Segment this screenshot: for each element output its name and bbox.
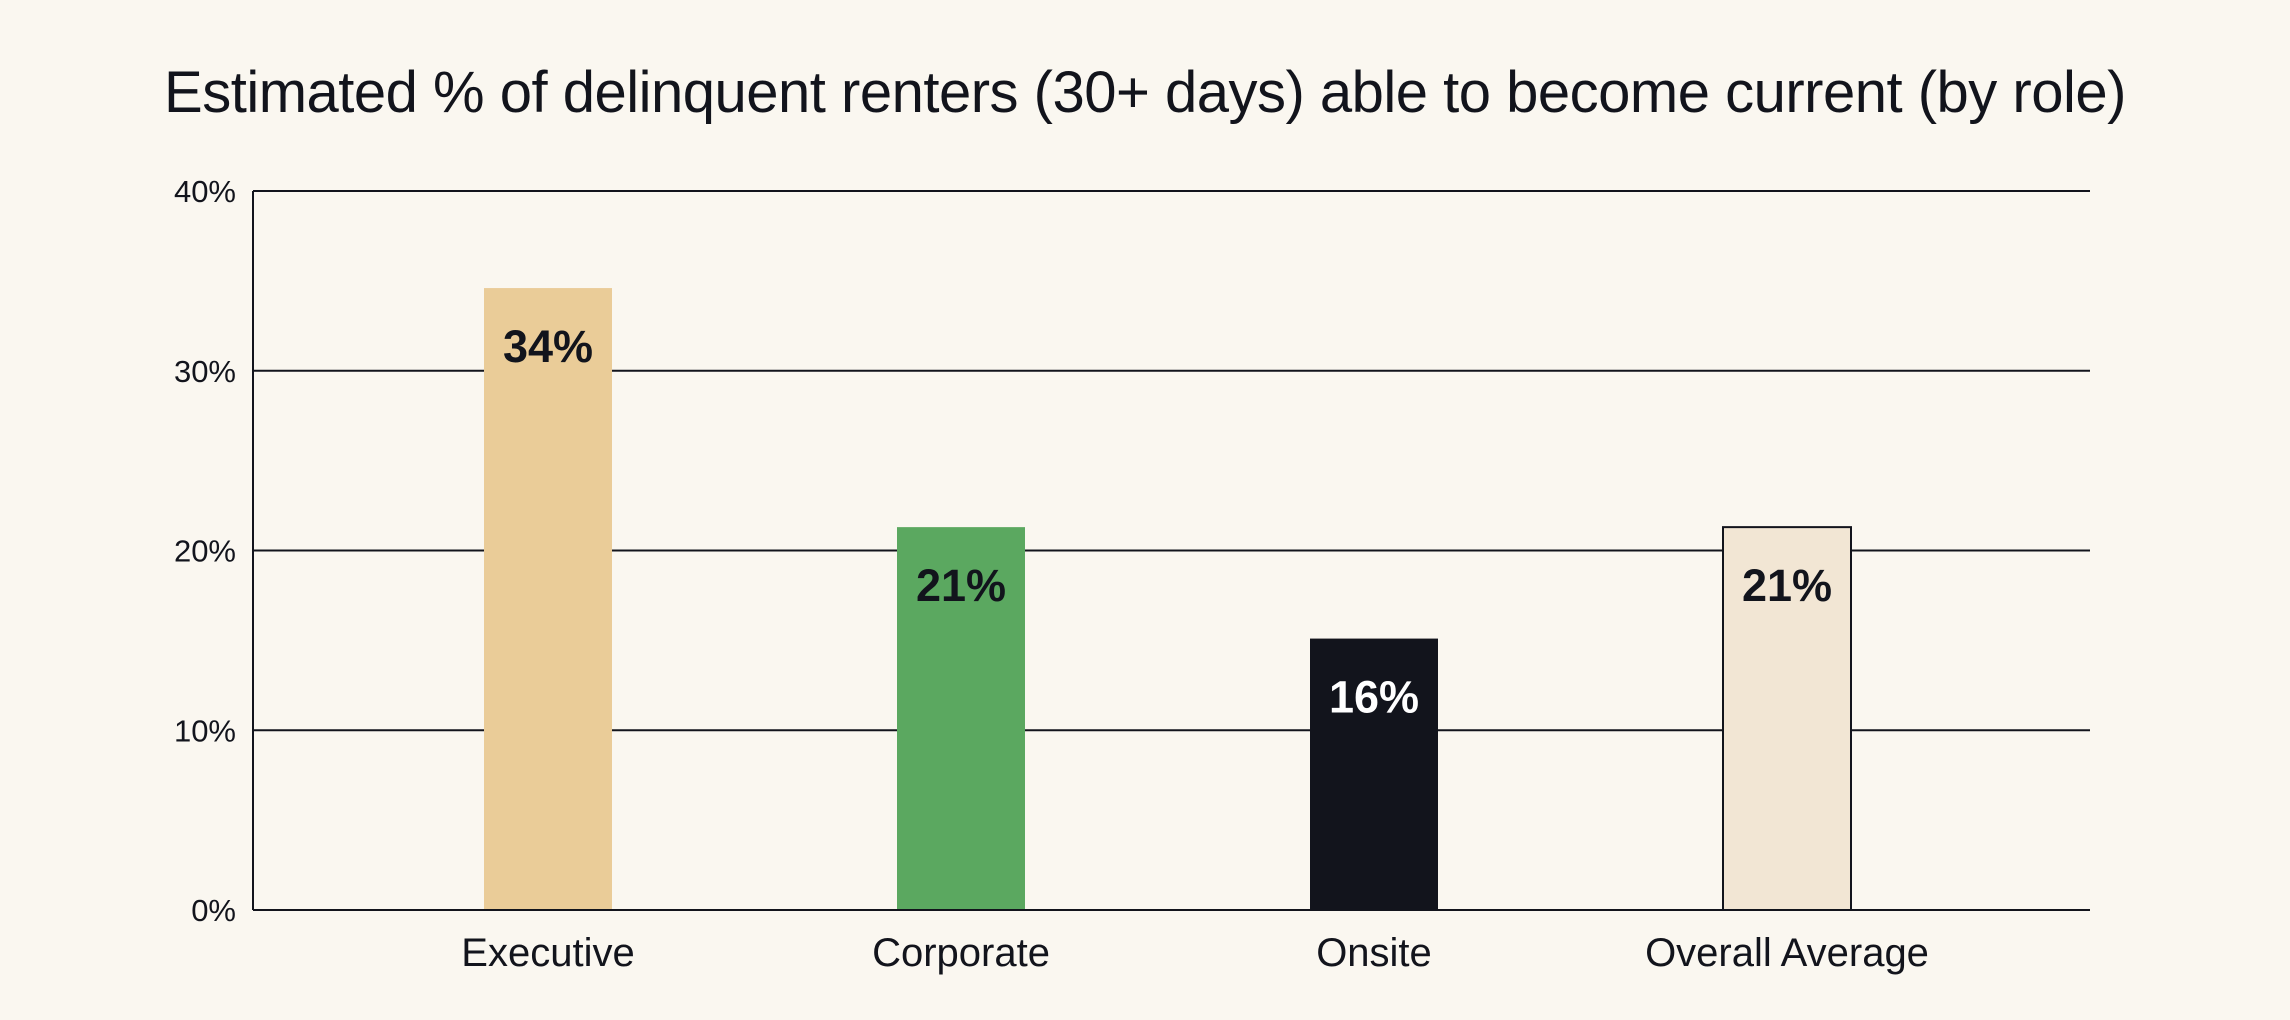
y-tick-label-20: 20%	[174, 534, 236, 569]
x-tick-label-corporate: Corporate	[872, 931, 1050, 975]
x-tick-label-executive: Executive	[461, 931, 634, 975]
bar-executive	[484, 288, 612, 910]
bar-corporate	[897, 527, 1025, 910]
y-tick-label-30: 30%	[174, 354, 236, 389]
data-label-corporate: 21%	[916, 560, 1006, 611]
chart-title: Estimated % of delinquent renters (30+ d…	[164, 60, 2126, 125]
y-tick-label-40: 40%	[174, 174, 236, 209]
x-tick-label-overall-average: Overall Average	[1645, 931, 1929, 975]
axes	[252, 191, 2090, 911]
bars	[484, 288, 1852, 911]
x-tick-label-onsite: Onsite	[1316, 931, 1432, 975]
data-label-overall-average: 21%	[1742, 560, 1832, 611]
bar-onsite	[1310, 638, 1438, 910]
y-tick-label-0: 0%	[191, 893, 236, 928]
data-label-executive: 34%	[503, 321, 593, 372]
labels: 0% 10% 20% 30% 40% 34% Executive 21% Corporate 16…	[174, 174, 1929, 975]
data-label-onsite: 16%	[1329, 672, 1419, 723]
bar-overall-average	[1722, 526, 1852, 911]
y-tick-label-10: 10%	[174, 713, 236, 748]
